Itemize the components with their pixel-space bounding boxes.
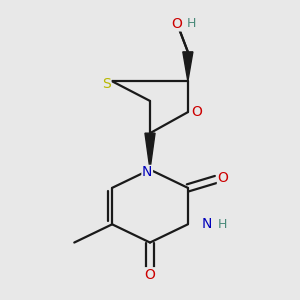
Polygon shape — [145, 133, 155, 169]
Text: S: S — [102, 77, 111, 91]
Text: O: O — [145, 268, 155, 282]
Text: O: O — [218, 171, 228, 185]
Polygon shape — [183, 52, 193, 81]
Text: N: N — [142, 165, 152, 179]
Text: O: O — [191, 105, 202, 119]
Text: H: H — [217, 218, 227, 231]
Text: O: O — [171, 17, 182, 31]
Text: N: N — [201, 217, 212, 231]
Text: H: H — [187, 17, 196, 30]
